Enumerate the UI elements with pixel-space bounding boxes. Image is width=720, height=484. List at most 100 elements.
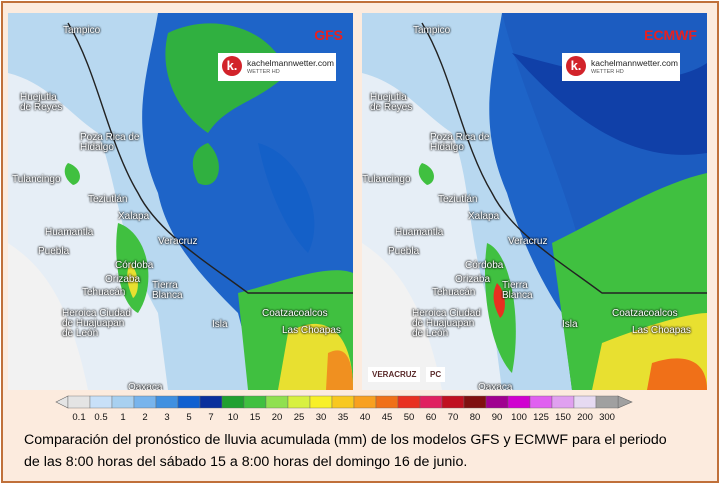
- place-label: Córdoba: [465, 260, 504, 271]
- place-label: Tierra Blanca: [502, 280, 533, 301]
- place-label: Heroica Ciudad de Huajuapan de León: [412, 308, 481, 339]
- colorbar-label: 150: [555, 412, 571, 423]
- colorbar-swatch: [287, 395, 311, 409]
- colorbar-swatch: [133, 395, 157, 409]
- place-label: Huamantla: [45, 227, 94, 238]
- place-label: Tierra Blanca: [152, 280, 183, 301]
- place-label: Orizaba: [455, 274, 491, 285]
- colorbar-swatch: [199, 395, 223, 409]
- place-label: Coatzacoalcos: [612, 308, 678, 319]
- colorbar-swatch: [397, 395, 421, 409]
- colorbar-label: 30: [316, 412, 327, 423]
- colorbar-label: 50: [404, 412, 415, 423]
- colorbar-swatch: [331, 395, 355, 409]
- colorbar-swatch: [375, 395, 399, 409]
- colorbar-label: 20: [272, 412, 283, 423]
- place-label: Veracruz: [508, 236, 548, 247]
- map-panel: Tampico Huejutla de Reyes Poza Rica de Hid…: [8, 13, 353, 390]
- colorbar-swatch: [507, 395, 531, 409]
- colorbar-label: 100: [511, 412, 527, 423]
- colorbar-label: 45: [382, 412, 393, 423]
- place-label: Córdoba: [115, 260, 154, 271]
- place-label: Tulancingo: [362, 174, 411, 185]
- colorbar-swatch: [485, 395, 509, 409]
- colorbar-swatch: [67, 395, 91, 409]
- watermark-logo: k.: [222, 56, 242, 76]
- colorbar-label: 15: [250, 412, 261, 423]
- place-label: Teziutlán: [88, 194, 128, 205]
- place-label: Huejutla de Reyes: [20, 92, 63, 113]
- colorbar-label: 35: [338, 412, 349, 423]
- colorbar-swatch: [221, 395, 245, 409]
- colorbar-label: 90: [492, 412, 503, 423]
- place-label: Teziutlán: [438, 194, 478, 205]
- colorbar-swatch: [89, 395, 113, 409]
- colorbar-swatch: [309, 395, 333, 409]
- colorbar-swatch: [265, 395, 289, 409]
- colorbar-label: 5: [186, 412, 191, 423]
- model-label: GFS: [314, 27, 343, 43]
- place-label: Poza Rica de Hidalgo: [430, 132, 490, 153]
- place-label: Tehuacán: [82, 287, 126, 298]
- colorbar: 0.1 0.5 1 2 3 5 7 10 15 20 25 30 35 40 45 50 60 70 80 90 100…: [55, 395, 633, 423]
- place-label: Oaxaca: [128, 382, 163, 391]
- colorbar-label: 0.5: [94, 412, 107, 423]
- colorbar-label: 60: [426, 412, 437, 423]
- colorbar-swatch: [155, 395, 179, 409]
- watermark-logo: k.: [566, 56, 586, 76]
- place-label: Las Choapas: [282, 325, 341, 336]
- colorbar-label: 2: [142, 412, 147, 423]
- map-background: [8, 13, 353, 390]
- colorbar-label: 10: [228, 412, 239, 423]
- colorbar-label: 80: [470, 412, 481, 423]
- colorbar-swatch: [353, 395, 377, 409]
- colorbar-swatch: [551, 395, 575, 409]
- place-label: Heroica Ciudad de Huajuapan de León: [62, 308, 131, 339]
- place-label: Tulancingo: [12, 174, 61, 185]
- colorbar-swatch: [419, 395, 443, 409]
- colorbar-label: 1: [120, 412, 125, 423]
- place-label: Xalapa: [118, 211, 150, 222]
- colorbar-swatch: [111, 395, 135, 409]
- colorbar-label: 70: [448, 412, 459, 423]
- colorbar-swatch: [177, 395, 201, 409]
- place-label: Tampico: [63, 25, 101, 36]
- colorbar-label: 3: [164, 412, 169, 423]
- watermark: k. kachelmannwetter.com WETTER HD: [562, 53, 680, 81]
- place-label: Orizaba: [105, 274, 141, 285]
- place-label: Puebla: [38, 246, 70, 257]
- colorbar-label: 125: [533, 412, 549, 423]
- colorbar-swatch: [243, 395, 267, 409]
- logo: VERACRUZ: [368, 367, 421, 382]
- watermark-subtext: WETTER HD: [591, 69, 624, 75]
- colorbar-swatch: [463, 395, 487, 409]
- place-label: Isla: [212, 319, 228, 330]
- place-label: Veracruz: [158, 236, 198, 247]
- colorbar-swatch: [573, 395, 597, 409]
- logo: PC: [426, 367, 446, 382]
- place-label: Huejutla de Reyes: [370, 92, 413, 113]
- colorbar-label: 7: [208, 412, 213, 423]
- map-panel: Tampico Huejutla de Reyes Poza Rica de Hid…: [362, 13, 707, 390]
- place-label: Isla: [562, 319, 578, 330]
- place-label: Xalapa: [468, 211, 500, 222]
- watermark-subtext: WETTER HD: [247, 69, 280, 75]
- place-label: Oaxaca: [478, 382, 513, 391]
- colorbar-label: 200: [577, 412, 593, 423]
- watermark-text: kachelmannwetter.com: [247, 58, 334, 68]
- colorbar-arrow: [617, 395, 633, 409]
- colorbar-swatch: [441, 395, 465, 409]
- colorbar-label: 40: [360, 412, 371, 423]
- place-label: Puebla: [388, 246, 420, 257]
- caption-line: Comparación del pronóstico de lluvia acu…: [24, 432, 667, 448]
- place-label: Coatzacoalcos: [262, 308, 328, 319]
- colorbar-swatch: [529, 395, 553, 409]
- colorbar-label: 300: [599, 412, 615, 423]
- model-label: ECMWF: [644, 27, 697, 43]
- place-label: Huamantla: [395, 227, 444, 238]
- watermark-text: kachelmannwetter.com: [591, 58, 678, 68]
- place-label: Las Choapas: [632, 325, 691, 336]
- caption-line: de las 8:00 horas del sábado 15 a 8:00 h…: [24, 454, 468, 470]
- colorbar-label: 25: [294, 412, 305, 423]
- place-label: Tehuacán: [432, 287, 476, 298]
